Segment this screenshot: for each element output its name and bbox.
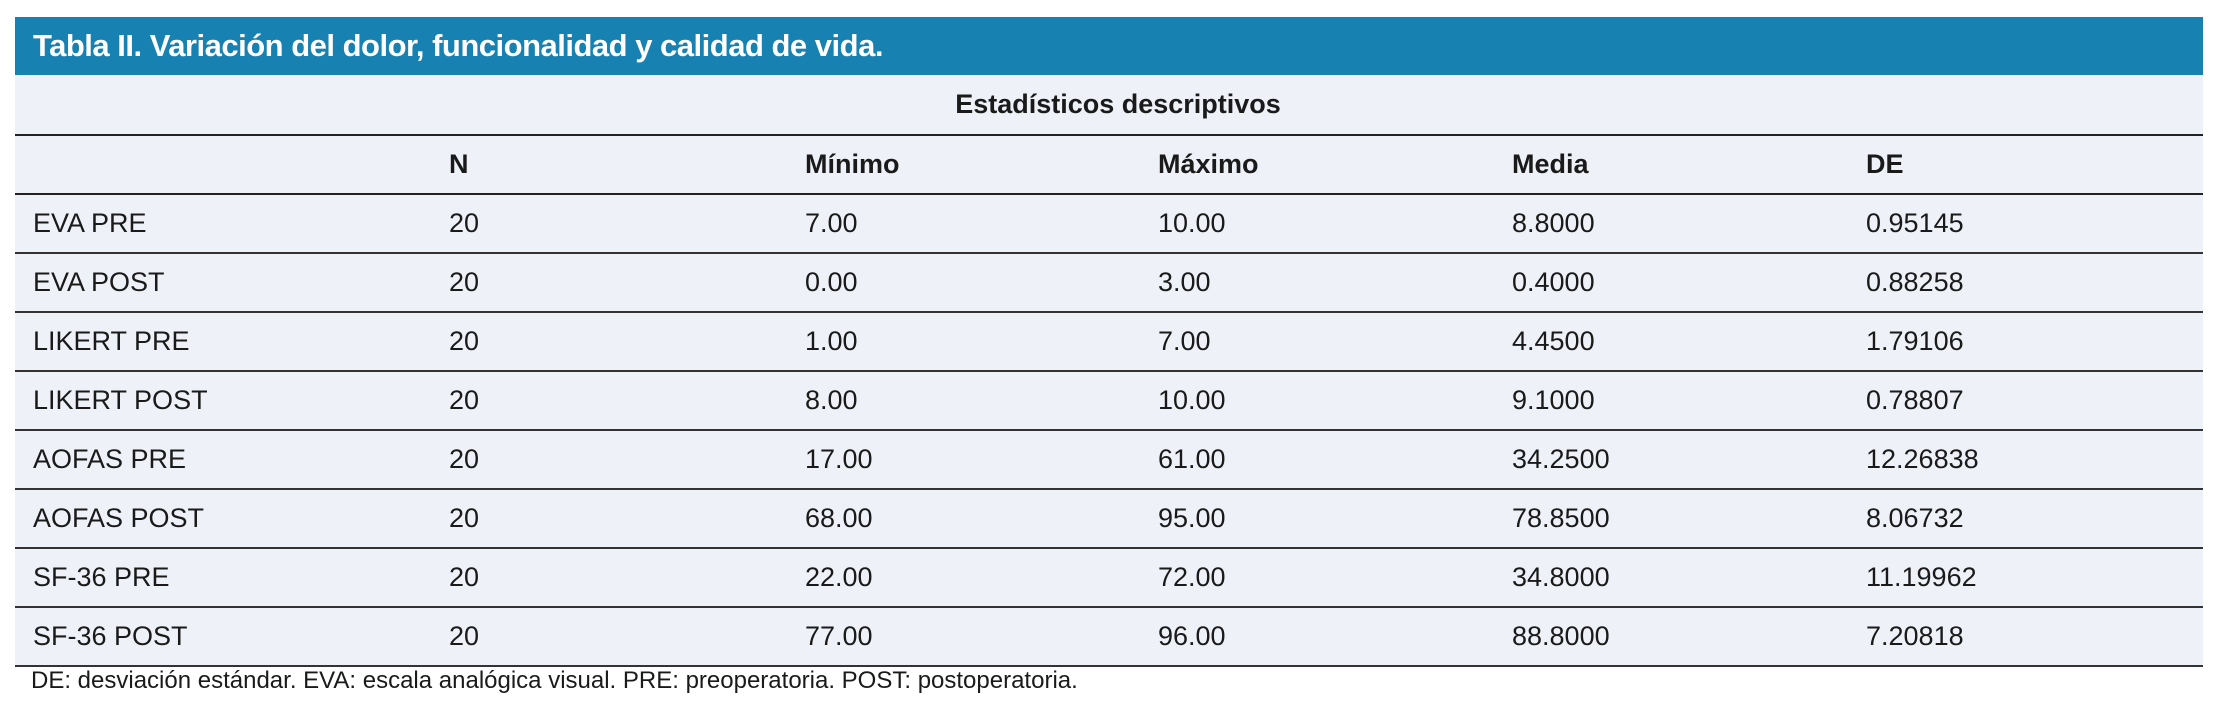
table-cell: 20 (449, 607, 805, 667)
table-row: EVA PRE 20 7.00 10.00 8.8000 0.95145 (15, 194, 2203, 254)
table-cell: 0.78807 (1866, 371, 2203, 431)
table-cell: 12.26838 (1866, 430, 2203, 490)
row-label: EVA PRE (15, 194, 449, 254)
table-cell: 61.00 (1158, 430, 1512, 490)
descriptive-stats-table: Estadísticos descriptivos N Mínimo Máximo M… (15, 75, 2203, 667)
row-label: AOFAS POST (15, 489, 449, 549)
table-cell: 0.95145 (1866, 194, 2203, 254)
table-cell: 34.8000 (1512, 548, 1866, 608)
table-cell: 7.00 (1158, 312, 1512, 372)
table-cell: 78.8500 (1512, 489, 1866, 549)
table-cell: 9.1000 (1512, 371, 1866, 431)
table-title: Tabla II. Variación del dolor, funcional… (15, 17, 2203, 75)
table-cell: 1.79106 (1866, 312, 2203, 372)
column-header (15, 135, 449, 195)
table-row: SF-36 PRE 20 22.00 72.00 34.8000 11.19962 (15, 548, 2203, 608)
table-cell: 95.00 (1158, 489, 1512, 549)
table-row: SF-36 POST 20 77.00 96.00 88.8000 7.20818 (15, 607, 2203, 667)
row-label: AOFAS PRE (15, 430, 449, 490)
column-header: DE (1866, 135, 2203, 195)
table-cell: 68.00 (805, 489, 1158, 549)
table-cell: 22.00 (805, 548, 1158, 608)
row-label: LIKERT PRE (15, 312, 449, 372)
table-cell: 8.8000 (1512, 194, 1866, 254)
table-cell: 11.19962 (1866, 548, 2203, 608)
table-row: AOFAS PRE 20 17.00 61.00 34.2500 12.26838 (15, 430, 2203, 490)
table-row: AOFAS POST 20 68.00 95.00 78.8500 8.06732 (15, 489, 2203, 549)
table-cell: 20 (449, 312, 805, 372)
table-cell: 0.00 (805, 253, 1158, 313)
table-cell: 4.4500 (1512, 312, 1866, 372)
table-row: LIKERT POST 20 8.00 10.00 9.1000 0.78807 (15, 371, 2203, 431)
table-cell: 10.00 (1158, 194, 1512, 254)
row-label: EVA POST (15, 253, 449, 313)
table-cell: 20 (449, 194, 805, 254)
table-cell: 10.00 (1158, 371, 1512, 431)
table-cell: 88.8000 (1512, 607, 1866, 667)
table-cell: 1.00 (805, 312, 1158, 372)
table-cell: 0.4000 (1512, 253, 1866, 313)
table-cell: 20 (449, 253, 805, 313)
table-cell: 20 (449, 548, 805, 608)
row-label: SF-36 PRE (15, 548, 449, 608)
column-header: Media (1512, 135, 1866, 195)
row-label: LIKERT POST (15, 371, 449, 431)
column-header: Mínimo (805, 135, 1158, 195)
table-cell: 8.00 (805, 371, 1158, 431)
table-container: Tabla II. Variación del dolor, funcional… (15, 17, 2203, 667)
group-header-row: Estadísticos descriptivos (15, 75, 2203, 136)
row-label: SF-36 POST (15, 607, 449, 667)
footnote: DE: desviación estándar. EVA: escala ana… (31, 667, 1078, 694)
table-cell: 7.20818 (1866, 607, 2203, 667)
column-header: Máximo (1158, 135, 1512, 195)
table-cell: 3.00 (1158, 253, 1512, 313)
table-cell: 96.00 (1158, 607, 1512, 667)
table-cell: 8.06732 (1866, 489, 2203, 549)
table-cell: 20 (449, 489, 805, 549)
column-header-row: N Mínimo Máximo Media DE (15, 135, 2203, 195)
table-cell: 20 (449, 430, 805, 490)
table-cell: 20 (449, 371, 805, 431)
table-cell: 17.00 (805, 430, 1158, 490)
table-cell: 0.88258 (1866, 253, 2203, 313)
column-header: N (449, 135, 805, 195)
table-row: LIKERT PRE 20 1.00 7.00 4.4500 1.79106 (15, 312, 2203, 372)
table-row: EVA POST 20 0.00 3.00 0.4000 0.88258 (15, 253, 2203, 313)
table-cell: 77.00 (805, 607, 1158, 667)
table-cell: 34.2500 (1512, 430, 1866, 490)
table-body: EVA PRE 20 7.00 10.00 8.8000 0.95145 EVA POST 2… (15, 194, 2203, 667)
group-header: Estadísticos descriptivos (15, 75, 2203, 136)
table-cell: 72.00 (1158, 548, 1512, 608)
table-cell: 7.00 (805, 194, 1158, 254)
